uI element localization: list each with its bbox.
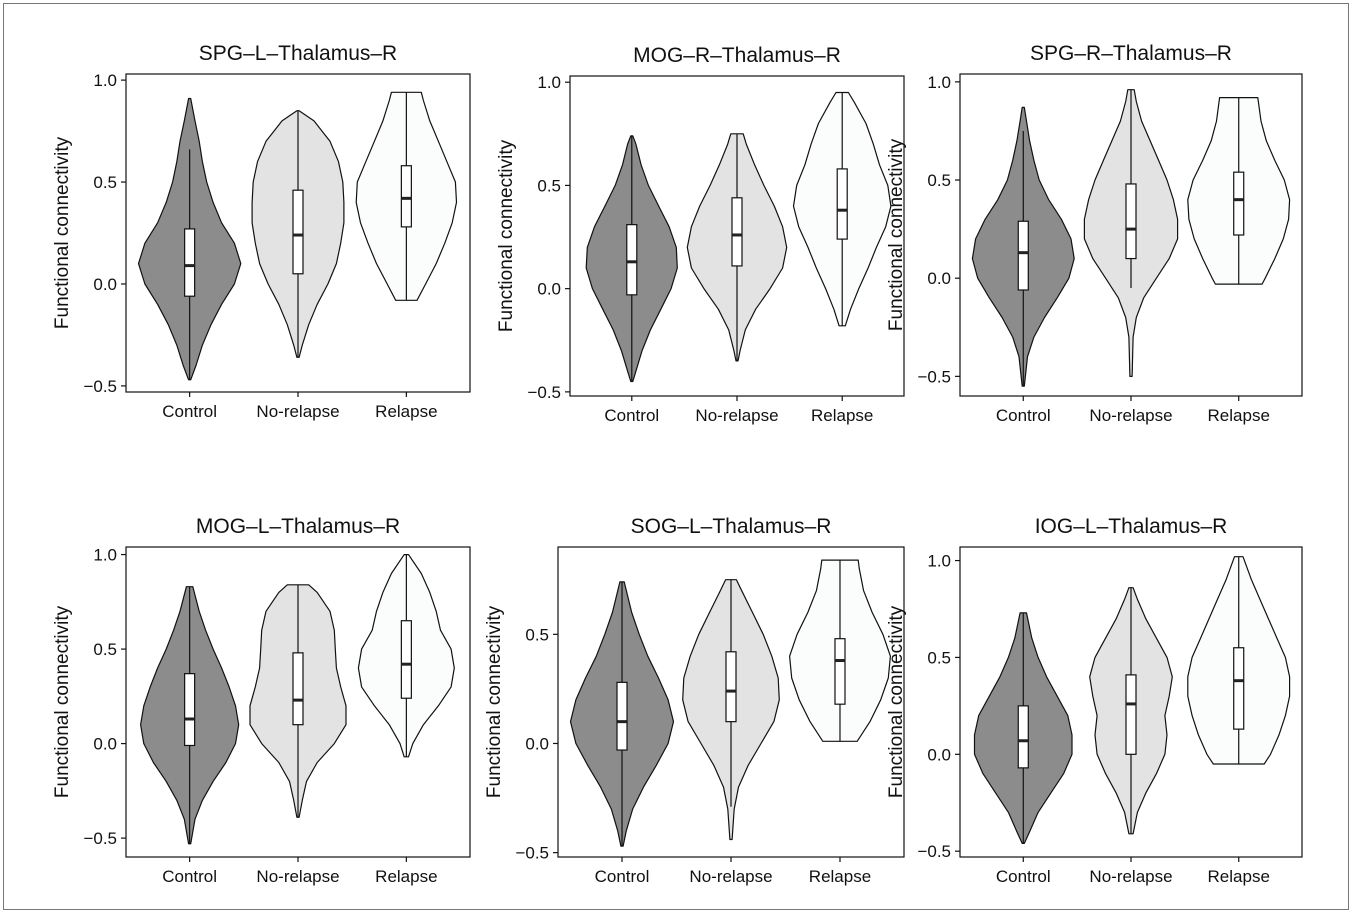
x-tick-label: Relapse <box>375 402 437 421</box>
y-tick-label: 0.0 <box>537 280 561 299</box>
x-tick-label: Relapse <box>1208 867 1270 886</box>
x-tick-label: Control <box>996 406 1051 425</box>
y-tick-label: 0.5 <box>537 176 561 195</box>
x-tick-label: Control <box>595 867 650 886</box>
iqr-box <box>292 652 304 726</box>
iqr-box <box>292 189 304 275</box>
y-tick-label: −0.5 <box>83 377 117 396</box>
iqr-box <box>1125 674 1137 755</box>
y-tick-label: 0.0 <box>927 745 951 764</box>
violin-panel: Control No-relapse Relapse −0.5 0.0 0.5 SOG–L–… <box>484 515 905 886</box>
plot-frame <box>959 73 1303 397</box>
y-tick-label: 1.0 <box>93 71 117 90</box>
y-tick-label: −0.5 <box>527 383 561 402</box>
y-tick-label: −0.5 <box>515 844 549 863</box>
y-tick-label: 0.5 <box>93 173 117 192</box>
x-tick-label: Relapse <box>375 867 437 886</box>
plot-frame <box>557 546 905 858</box>
y-tick-label: −0.5 <box>917 842 951 861</box>
panel-title: IOG–L–Thalamus–R <box>1035 515 1228 538</box>
violin-panel: Control No-relapse Relapse −0.5 0.0 0.5 1.0 SPG… <box>886 42 1303 425</box>
iqr-box <box>1017 220 1029 291</box>
x-tick-label: Control <box>162 402 217 421</box>
violin-panel: Control No-relapse Relapse −0.5 0.0 0.5 1.0 MOG… <box>496 44 905 425</box>
x-tick-label: No-relapse <box>256 402 339 421</box>
x-tick-label: Control <box>604 406 659 425</box>
x-tick-label: No-relapse <box>1089 867 1172 886</box>
y-tick-label: 0.5 <box>93 640 117 659</box>
figure-frame <box>3 3 1349 910</box>
violin-panel: Control No-relapse Relapse −0.5 0.0 0.5 1.0 IOG… <box>886 515 1303 886</box>
x-tick-label: Control <box>996 867 1051 886</box>
y-axis-label: Functional connectivity <box>52 136 73 329</box>
iqr-box <box>626 224 638 296</box>
plot-frame <box>125 73 471 393</box>
violin-panel: Control No-relapse Relapse −0.5 0.0 0.5 1.0 MOG… <box>52 515 471 886</box>
y-tick-label: −0.5 <box>917 367 951 386</box>
iqr-box <box>731 197 743 267</box>
iqr-box <box>400 620 412 699</box>
y-tick-label: 0.0 <box>525 734 549 753</box>
y-tick-label: 1.0 <box>927 552 951 571</box>
iqr-box <box>616 681 628 751</box>
panel-title: SPG–R–Thalamus–R <box>1030 42 1232 65</box>
x-tick-label: No-relapse <box>689 867 772 886</box>
iqr-box <box>184 228 196 297</box>
panel-title: MOG–L–Thalamus–R <box>196 515 400 538</box>
x-tick-label: No-relapse <box>1089 406 1172 425</box>
violin-panel: Control No-relapse Relapse −0.5 0.0 0.5 1.0 SPG… <box>52 42 471 421</box>
plot-frame <box>125 546 471 858</box>
panel-title: SPG–L–Thalamus–R <box>199 42 397 65</box>
y-tick-label: 0.5 <box>927 171 951 190</box>
y-axis-label: Functional connectivity <box>886 605 907 798</box>
y-tick-label: 1.0 <box>537 73 561 92</box>
y-tick-label: −0.5 <box>83 829 117 848</box>
y-tick-label: 0.0 <box>927 269 951 288</box>
iqr-box <box>836 168 848 240</box>
y-tick-label: 0.5 <box>927 648 951 667</box>
y-tick-label: 0.0 <box>93 275 117 294</box>
iqr-box <box>1125 183 1137 260</box>
y-tick-label: 1.0 <box>93 546 117 565</box>
x-tick-label: Relapse <box>809 867 871 886</box>
iqr-box <box>725 651 737 723</box>
iqr-box <box>1233 171 1245 236</box>
iqr-box <box>400 165 412 228</box>
plot-frame <box>569 75 905 397</box>
y-tick-label: 0.5 <box>525 625 549 644</box>
y-axis-label: Functional connectivity <box>496 139 517 332</box>
iqr-box <box>184 673 196 747</box>
x-tick-label: Relapse <box>811 406 873 425</box>
y-axis-label: Functional connectivity <box>52 605 73 798</box>
x-tick-label: Relapse <box>1208 406 1270 425</box>
panel-title: MOG–R–Thalamus–R <box>633 44 841 67</box>
y-tick-label: 0.0 <box>93 735 117 754</box>
y-axis-label: Functional connectivity <box>484 605 505 798</box>
panel-title: SOG–L–Thalamus–R <box>631 515 832 538</box>
x-tick-label: Control <box>162 867 217 886</box>
plot-frame <box>959 546 1303 858</box>
iqr-box <box>1233 647 1245 730</box>
x-tick-label: No-relapse <box>695 406 778 425</box>
y-axis-label: Functional connectivity <box>886 138 907 331</box>
iqr-box <box>834 638 846 705</box>
iqr-box <box>1017 705 1029 769</box>
y-tick-label: 1.0 <box>927 73 951 92</box>
x-tick-label: No-relapse <box>256 867 339 886</box>
